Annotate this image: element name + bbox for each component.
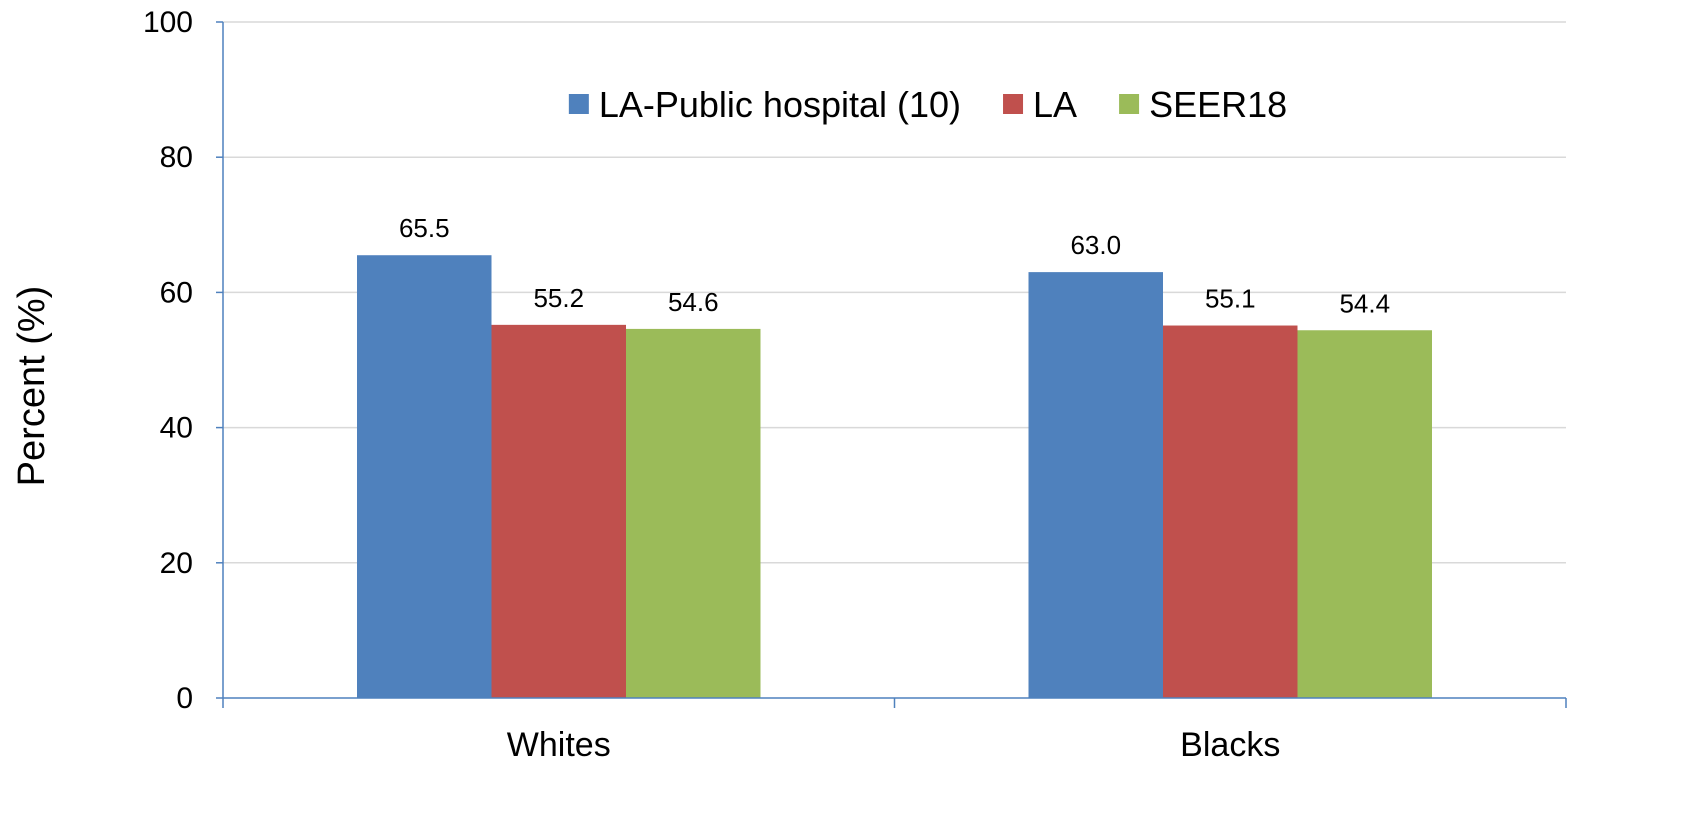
y-tick-label: 60 xyxy=(160,276,193,309)
bar xyxy=(491,324,626,698)
bar xyxy=(1163,325,1298,698)
bar xyxy=(1297,330,1432,698)
category-label: Whites xyxy=(507,726,611,764)
data-label: 54.4 xyxy=(1339,288,1390,318)
data-label: 55.2 xyxy=(533,283,584,313)
legend-swatch xyxy=(568,94,589,114)
y-axis-title: Percent (%) xyxy=(11,286,53,487)
data-labels: 65.5 55.2 54.6 63.0 55.1 54.4 xyxy=(399,213,1390,318)
y-tick-label: 100 xyxy=(143,6,193,39)
data-label: 65.5 xyxy=(399,213,450,243)
axes xyxy=(222,22,1567,708)
legend-swatch xyxy=(1119,94,1140,114)
bar xyxy=(1028,272,1163,698)
legend-label: SEER18 xyxy=(1149,84,1287,125)
y-tick-label: 80 xyxy=(160,141,193,174)
legend-label: LA xyxy=(1033,84,1077,125)
category-labels: Whites Blacks xyxy=(507,726,1281,764)
legend-label: LA-Public hospital (10) xyxy=(599,84,961,125)
data-label: 63.0 xyxy=(1070,230,1121,260)
data-label: 54.6 xyxy=(668,287,719,317)
legend-swatch xyxy=(1003,94,1024,114)
category-label: Blacks xyxy=(1180,726,1280,764)
bars xyxy=(357,255,1432,698)
bar xyxy=(626,328,761,698)
legend: LA-Public hospital (10) LA SEER18 xyxy=(568,84,1287,125)
y-axis-ticks: 0 20 40 60 80 100 xyxy=(143,6,223,715)
y-tick-label: 20 xyxy=(160,547,193,580)
y-tick-label: 0 xyxy=(176,682,193,715)
y-tick-label: 40 xyxy=(160,412,193,445)
data-label: 55.1 xyxy=(1205,284,1256,314)
bar xyxy=(357,255,492,698)
